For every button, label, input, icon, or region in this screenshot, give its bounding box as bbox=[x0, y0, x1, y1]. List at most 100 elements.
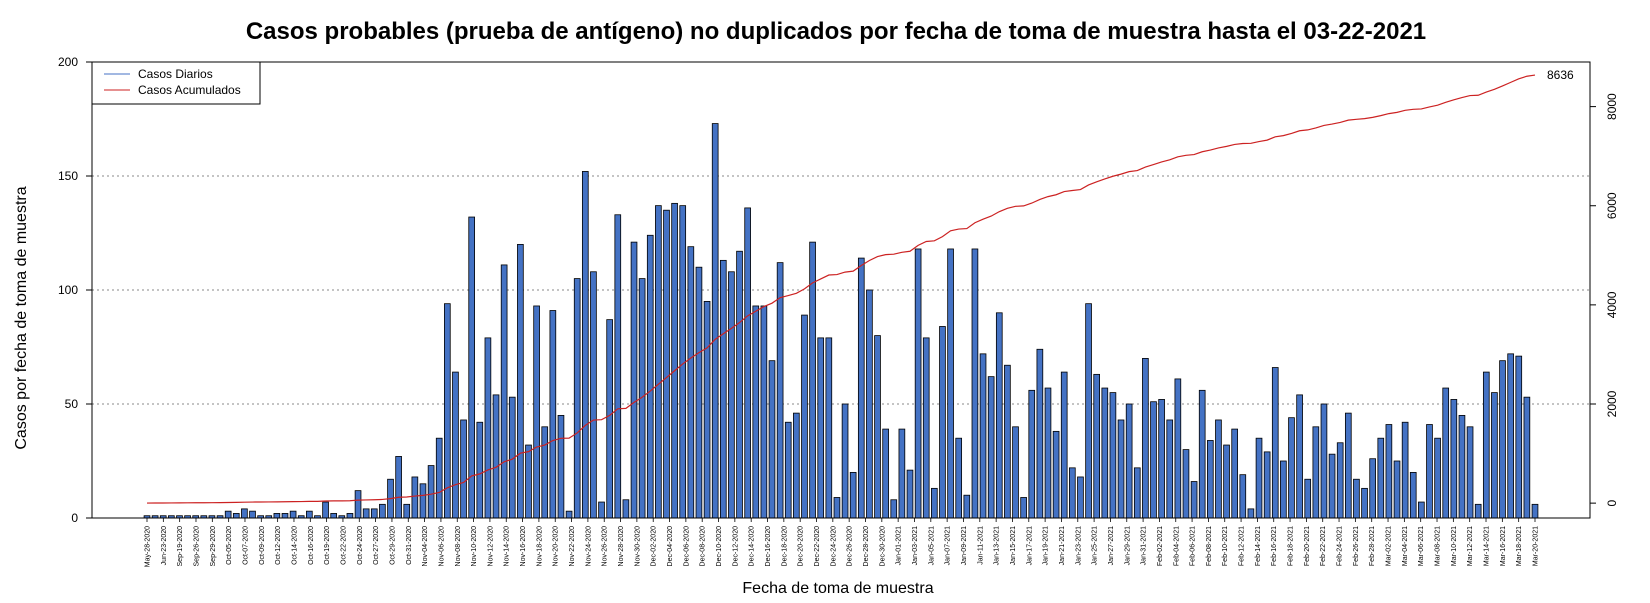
bar bbox=[1069, 467, 1076, 519]
bar bbox=[931, 487, 938, 519]
bar bbox=[817, 337, 825, 519]
x-tick-label: May-28-2020 bbox=[145, 526, 152, 567]
x-tick-label: Dec-28-2020 bbox=[863, 526, 870, 567]
bar bbox=[573, 278, 581, 519]
bar bbox=[598, 501, 605, 519]
bar bbox=[1133, 467, 1141, 519]
bar bbox=[281, 513, 289, 519]
x-tick-label: Dec-18-2020 bbox=[781, 526, 788, 567]
bar bbox=[825, 337, 833, 519]
bar bbox=[1207, 440, 1214, 519]
bar bbox=[849, 471, 857, 519]
plot-frame bbox=[91, 61, 1591, 519]
bar bbox=[444, 303, 451, 519]
bar bbox=[1150, 401, 1157, 519]
bar bbox=[630, 241, 638, 519]
bar bbox=[1271, 367, 1279, 519]
cumulative-line-layer bbox=[146, 74, 1536, 504]
bar bbox=[379, 503, 386, 519]
bar bbox=[1523, 396, 1531, 519]
x-tick-label: Dec-02-2020 bbox=[651, 526, 658, 567]
x-tick-label: Sep-26-2020 bbox=[193, 526, 200, 567]
bar bbox=[581, 171, 589, 519]
x-tick-label: Jan-31-2021 bbox=[1141, 526, 1148, 565]
bar bbox=[1117, 419, 1125, 519]
bar bbox=[1280, 460, 1287, 519]
bar bbox=[306, 510, 313, 519]
bar bbox=[1450, 399, 1458, 519]
y2-tick-label: 6000 bbox=[1605, 192, 1619, 219]
x-tick-label: Oct-05-2020 bbox=[226, 526, 233, 565]
bar bbox=[979, 353, 987, 519]
x-tick-label: Nov-18-2020 bbox=[536, 526, 543, 567]
x-axis-label: Fecha de toma de muestra bbox=[742, 580, 933, 597]
x-tick-label: Jan-09-2021 bbox=[961, 526, 968, 565]
bar bbox=[1012, 426, 1019, 519]
x-tick-label: Dec-26-2020 bbox=[847, 526, 854, 567]
bar bbox=[914, 248, 922, 519]
bar bbox=[395, 456, 402, 519]
y-tick-label: 0 bbox=[71, 511, 78, 525]
x-tick-label: Jun-23-2020 bbox=[161, 526, 168, 565]
x-tick-label: Nov-08-2020 bbox=[455, 526, 462, 567]
bar bbox=[1166, 419, 1174, 519]
x-tick-label: Jan-19-2021 bbox=[1043, 526, 1050, 565]
bar bbox=[1190, 481, 1198, 519]
bar bbox=[1361, 487, 1368, 519]
chart-title: Casos probables (prueba de antígeno) no … bbox=[246, 18, 1426, 45]
bar bbox=[971, 248, 979, 519]
x-tick-label: Nov-30-2020 bbox=[634, 526, 641, 567]
x-tick-label: Jan-05-2021 bbox=[928, 526, 935, 565]
bar bbox=[719, 259, 727, 519]
x-tick-label: Jan-25-2021 bbox=[1092, 526, 1099, 565]
bar bbox=[590, 271, 597, 519]
x-tick-label: Feb-22-2021 bbox=[1320, 526, 1327, 566]
x-tick-label: Mar-10-2021 bbox=[1451, 526, 1458, 566]
bar bbox=[752, 305, 760, 519]
bar bbox=[1507, 353, 1514, 519]
bar bbox=[241, 508, 248, 519]
y2-tick-label: 4000 bbox=[1605, 291, 1619, 318]
bar bbox=[1377, 437, 1385, 519]
bar bbox=[687, 246, 695, 519]
bar bbox=[525, 444, 532, 519]
x-tick-label: Feb-08-2021 bbox=[1206, 526, 1213, 566]
bar bbox=[249, 510, 256, 519]
x-tick-label: Feb-10-2021 bbox=[1222, 526, 1229, 566]
bar bbox=[476, 421, 484, 519]
bar bbox=[533, 305, 540, 519]
bar bbox=[1036, 348, 1044, 519]
y-tick-label: 100 bbox=[58, 283, 78, 297]
x-tick-label: Feb-18-2021 bbox=[1288, 526, 1295, 566]
x-tick-label: Mar-08-2021 bbox=[1435, 526, 1442, 566]
x-tick-label: Nov-22-2020 bbox=[569, 526, 576, 567]
bar bbox=[622, 499, 630, 519]
bar bbox=[1466, 426, 1474, 519]
bar bbox=[460, 419, 467, 519]
x-tick-label: Oct-31-2020 bbox=[406, 526, 413, 565]
x-tick-label: Oct-29-2020 bbox=[389, 526, 396, 565]
bar bbox=[1426, 424, 1433, 519]
x-tick-label: Nov-24-2020 bbox=[585, 526, 592, 567]
bar bbox=[1142, 357, 1149, 519]
y2-tick-label: 8000 bbox=[1605, 93, 1619, 120]
bar bbox=[273, 513, 281, 519]
x-axis: May-28-2020 Jun-23-2020 Sep-19-2020 Sep-26-… bbox=[145, 518, 1540, 567]
x-tick-label: Feb-20-2021 bbox=[1304, 526, 1311, 566]
x-tick-label: Nov-10-2020 bbox=[471, 526, 478, 567]
bar bbox=[1385, 424, 1393, 519]
bar bbox=[1531, 503, 1539, 519]
bar bbox=[703, 300, 711, 519]
x-tick-label: Mar-04-2021 bbox=[1402, 526, 1409, 566]
bar bbox=[1336, 442, 1344, 519]
bar bbox=[1344, 412, 1352, 519]
bar bbox=[1418, 501, 1425, 519]
bar bbox=[801, 314, 808, 519]
x-tick-label: Dec-04-2020 bbox=[667, 526, 674, 567]
x-tick-label: Oct-12-2020 bbox=[275, 526, 282, 565]
x-tick-label: Feb-04-2021 bbox=[1173, 526, 1180, 566]
x-tick-label: Mar-16-2021 bbox=[1500, 526, 1507, 566]
bar-series bbox=[143, 123, 1539, 519]
x-tick-label: Dec-12-2020 bbox=[732, 526, 739, 567]
x-tick-label: Dec-14-2020 bbox=[749, 526, 756, 567]
